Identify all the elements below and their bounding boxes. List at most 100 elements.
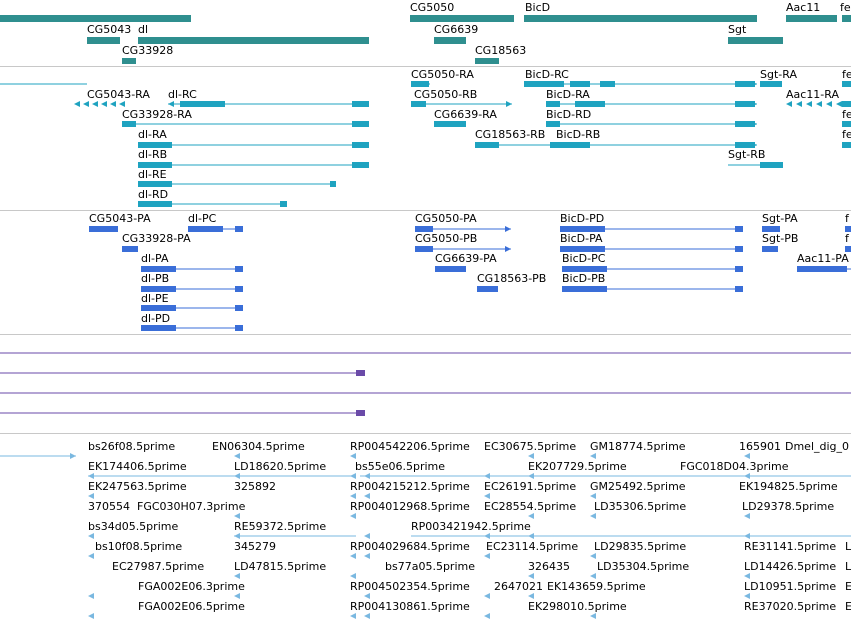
est-arrow[interactable] (88, 473, 94, 479)
protein-exon[interactable] (415, 226, 433, 232)
est-arrow[interactable] (88, 553, 94, 559)
transcript-exon[interactable] (352, 162, 369, 168)
est-label[interactable]: RP003421942.5prime (411, 520, 531, 533)
est-arrow[interactable] (528, 573, 534, 579)
est-label[interactable]: E (845, 580, 851, 593)
est-label[interactable]: L (845, 560, 851, 573)
est-arrow[interactable] (528, 453, 534, 459)
est-arrow[interactable] (484, 493, 490, 499)
est-label[interactable]: bs55e06.5prime (355, 460, 446, 473)
est-arrow[interactable] (234, 513, 240, 519)
est-label[interactable]: GM25492.5prime (590, 480, 686, 493)
protein-strand[interactable] (141, 286, 147, 292)
protein-exon[interactable] (235, 305, 243, 311)
transcript-exon[interactable] (575, 101, 605, 107)
protein-label[interactable]: BicD-PC (562, 252, 606, 265)
transcript-exon[interactable] (138, 162, 172, 168)
est-label[interactable]: EC28554.5prime (484, 500, 577, 513)
est-label[interactable]: bs26f08.5prime (88, 440, 176, 453)
est-label[interactable]: LD47815.5prime (234, 560, 327, 573)
transcript-exon[interactable] (352, 101, 369, 107)
transcript-strand[interactable] (777, 162, 783, 168)
est-label[interactable]: EK143659.5prime (547, 580, 646, 593)
gene-label[interactable]: CG6639 (434, 23, 479, 36)
gene-bar[interactable] (122, 58, 136, 64)
protein-exon[interactable] (122, 246, 138, 252)
protein-exon[interactable] (562, 286, 607, 292)
gene-label[interactable]: dl (138, 23, 149, 36)
transcript-label[interactable]: fe (842, 128, 851, 141)
transcript-label[interactable]: dl-RD (138, 188, 169, 201)
est-arrow[interactable] (234, 593, 240, 599)
transcript-exon[interactable] (735, 81, 755, 87)
transcript-strand[interactable] (776, 81, 782, 87)
est-label[interactable]: LD18620.5prime (234, 460, 327, 473)
protein-exon[interactable] (89, 226, 118, 232)
transcript-label[interactable]: BicD-RA (546, 88, 590, 101)
protein-label[interactable]: CG33928-PA (122, 232, 191, 245)
transcript-label[interactable]: CG18563-RB (475, 128, 546, 141)
gene-label[interactable]: CG5043 (87, 23, 132, 36)
gene-bar[interactable] (842, 15, 851, 22)
est-label[interactable]: EC27987.5prime (112, 560, 205, 573)
protein-exon[interactable] (141, 325, 176, 331)
protein-exon[interactable] (845, 246, 851, 252)
exon-arrow[interactable] (806, 101, 812, 107)
protein-label[interactable]: f (845, 232, 849, 245)
protein-label[interactable]: CG6639-PA (435, 252, 497, 265)
protein-exon[interactable] (235, 286, 243, 292)
protein-exon[interactable] (560, 226, 605, 232)
exon-arrow[interactable] (816, 101, 822, 107)
est-label[interactable]: LD35304.5prime (597, 560, 690, 573)
transcript-exon[interactable] (138, 181, 172, 187)
protein-label[interactable]: dl-PA (141, 252, 169, 265)
transcript-exon[interactable] (411, 81, 429, 87)
est-label[interactable]: 370554 (88, 500, 130, 513)
exon-arrow[interactable] (119, 101, 125, 107)
est-arrow[interactable] (350, 573, 356, 579)
transcript-exon[interactable] (546, 121, 560, 127)
transcript-strand[interactable] (751, 81, 757, 87)
est-arrow[interactable] (590, 573, 596, 579)
est-arrow[interactable] (744, 573, 750, 579)
est-arrow[interactable] (350, 513, 356, 519)
transcript-exon[interactable] (842, 121, 851, 127)
exon-arrow[interactable] (786, 101, 792, 107)
protein-exon[interactable] (845, 226, 851, 232)
transcript-strand[interactable] (751, 101, 757, 107)
transcript-strand[interactable] (424, 81, 430, 87)
transcript-exon[interactable] (122, 121, 136, 127)
protein-label[interactable]: Sgt-PA (762, 212, 798, 225)
transcript-strand[interactable] (138, 142, 144, 148)
transcript-strand[interactable] (751, 142, 757, 148)
est-arrow[interactable] (590, 513, 596, 519)
transcript-exon[interactable] (600, 81, 615, 87)
protein-label[interactable]: dl-PE (141, 292, 169, 305)
est-arrow[interactable] (364, 593, 370, 599)
est-label[interactable]: EC26191.5prime (484, 480, 577, 493)
rna-exon[interactable] (356, 370, 365, 376)
est-arrow[interactable] (590, 613, 596, 619)
gene-label[interactable]: CG33928 (122, 44, 174, 57)
protein-label[interactable]: f (845, 212, 849, 225)
protein-strand[interactable] (737, 226, 743, 232)
protein-label[interactable]: dl-PC (188, 212, 217, 225)
est-arrow[interactable] (88, 533, 94, 539)
transcript-label[interactable]: CG5050-RB (414, 88, 478, 101)
est-label[interactable]: bs10f08.5prime (95, 540, 183, 553)
est-label[interactable]: LD14426.5prime (744, 560, 837, 573)
protein-exon[interactable] (477, 286, 498, 292)
est-arrow[interactable] (88, 493, 94, 499)
protein-label[interactable]: BicD-PB (562, 272, 606, 285)
transcript-strand[interactable] (122, 121, 128, 127)
est-arrow[interactable] (484, 613, 490, 619)
transcript-label[interactable]: Sgt-RA (760, 68, 797, 81)
exon-arrow[interactable] (92, 101, 98, 107)
est-label[interactable]: EK174406.5prime (88, 460, 187, 473)
est-label[interactable]: L (845, 540, 851, 553)
transcript-label[interactable]: fe (842, 108, 851, 121)
protein-exon[interactable] (188, 226, 223, 232)
est-arrow[interactable] (350, 453, 356, 459)
est-label[interactable]: EK298010.5prime (528, 600, 627, 613)
transcript-exon[interactable] (760, 81, 782, 87)
